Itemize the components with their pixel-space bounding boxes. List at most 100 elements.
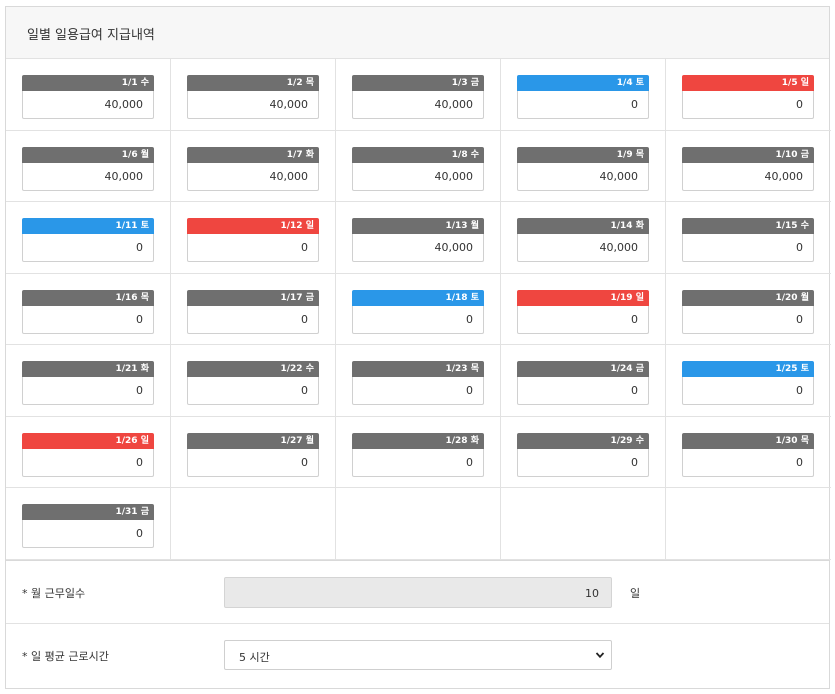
day-label: 1/27 월	[187, 432, 319, 449]
day-amount-input[interactable]	[22, 162, 154, 191]
avg-hours-label: * 일 평균 근로시간	[22, 649, 109, 663]
day-label: 1/17 금	[187, 289, 319, 306]
day-cell: 1/5 일	[666, 59, 831, 131]
day-label: 1/21 화	[22, 361, 154, 377]
day-label: 1/31 금	[22, 504, 154, 520]
day-label: 1/10 금	[682, 146, 814, 163]
day-label: 1/29 수	[517, 432, 649, 449]
day-amount-input[interactable]	[682, 448, 814, 477]
day-label: 1/11 토	[22, 218, 154, 234]
day-cell: 1/1 수	[6, 59, 171, 131]
day-amount-input[interactable]	[22, 377, 154, 405]
day-amount-input[interactable]	[517, 448, 649, 477]
day-amount-input[interactable]	[517, 305, 649, 334]
work-days-field: 10	[224, 576, 612, 608]
day-cell: 1/28 화	[336, 416, 501, 488]
day-label: 1/15 수	[682, 218, 814, 234]
day-amount-input[interactable]	[22, 448, 154, 477]
day-label: 1/6 월	[22, 146, 154, 163]
day-cell: 1/3 금	[336, 59, 501, 131]
day-label: 1/30 목	[682, 432, 814, 449]
day-cell: 1/30 목	[666, 417, 831, 488]
day-label: 1/5 일	[682, 75, 814, 91]
day-label: 1/1 수	[22, 75, 154, 91]
day-cell: 1/7 화	[171, 130, 336, 202]
day-cell: 1/16 목	[6, 273, 171, 345]
day-amount-input[interactable]	[22, 520, 154, 548]
day-label: 1/16 목	[22, 289, 154, 306]
day-cell: 1/31 금	[6, 488, 171, 560]
avg-hours-select[interactable]: 5 시간	[224, 639, 612, 670]
day-amount-input[interactable]	[352, 234, 484, 262]
empty-cell	[171, 488, 336, 560]
chevron-down-icon	[595, 651, 605, 658]
day-amount-input[interactable]	[352, 305, 484, 334]
day-amount-input[interactable]	[352, 377, 484, 405]
day-amount-input[interactable]	[187, 162, 319, 191]
day-amount-input[interactable]	[517, 91, 649, 119]
work-days-label: * 월 근무일수	[22, 586, 86, 600]
day-cell: 1/8 수	[336, 130, 501, 202]
day-cell: 1/13 월	[336, 202, 501, 274]
day-cell: 1/26 일	[6, 416, 171, 488]
empty-cell	[501, 488, 666, 560]
empty-cell	[666, 488, 831, 560]
day-amount-input[interactable]	[187, 234, 319, 262]
day-cell: 1/11 토	[6, 202, 171, 274]
empty-cell	[336, 488, 501, 560]
day-amount-input[interactable]	[187, 377, 319, 405]
day-amount-input[interactable]	[517, 234, 649, 262]
day-amount-input[interactable]	[352, 448, 484, 477]
day-label: 1/2 목	[187, 75, 319, 91]
day-cell: 1/9 목	[501, 130, 666, 202]
day-label: 1/26 일	[22, 432, 154, 449]
work-days-row: * 월 근무일수 10 일	[6, 561, 829, 624]
day-amount-input[interactable]	[22, 234, 154, 262]
day-cell: 1/2 목	[171, 59, 336, 131]
day-label: 1/19 일	[517, 289, 649, 306]
day-amount-input[interactable]	[682, 162, 814, 191]
day-label: 1/12 일	[187, 218, 319, 234]
day-amount-input[interactable]	[22, 91, 154, 119]
day-cell: 1/23 목	[336, 345, 501, 417]
day-label: 1/7 화	[187, 146, 319, 163]
day-amount-input[interactable]	[187, 305, 319, 334]
day-label: 1/23 목	[352, 361, 484, 377]
day-cell: 1/10 금	[666, 131, 831, 202]
day-label: 1/9 목	[517, 146, 649, 163]
day-amount-input[interactable]	[352, 91, 484, 119]
day-amount-input[interactable]	[22, 305, 154, 334]
day-cell: 1/12 일	[171, 202, 336, 274]
avg-hours-row: * 일 평균 근로시간 5 시간	[6, 624, 829, 688]
day-label: 1/20 월	[682, 289, 814, 306]
day-cell: 1/29 수	[501, 416, 666, 488]
day-label: 1/13 월	[352, 218, 484, 234]
day-label: 1/18 토	[352, 289, 484, 306]
day-cell: 1/19 일	[501, 273, 666, 345]
day-cell: 1/27 월	[171, 416, 336, 488]
day-cell: 1/21 화	[6, 345, 171, 417]
day-cell: 1/22 수	[171, 345, 336, 417]
work-days-unit: 일	[630, 586, 641, 600]
day-amount-input[interactable]	[682, 234, 814, 262]
day-cell: 1/17 금	[171, 273, 336, 345]
day-label: 1/28 화	[352, 432, 484, 449]
day-amount-input[interactable]	[517, 377, 649, 405]
day-amount-input[interactable]	[682, 305, 814, 334]
day-amount-input[interactable]	[682, 377, 814, 405]
day-cell: 1/4 토	[501, 59, 666, 131]
day-amount-input[interactable]	[517, 162, 649, 191]
day-label: 1/4 토	[517, 75, 649, 91]
day-amount-input[interactable]	[682, 91, 814, 119]
day-label: 1/3 금	[352, 75, 484, 91]
day-amount-input[interactable]	[187, 448, 319, 477]
day-amount-input[interactable]	[352, 162, 484, 191]
day-cell: 1/25 토	[666, 345, 831, 417]
day-amount-input[interactable]	[187, 91, 319, 119]
day-label: 1/24 금	[517, 361, 649, 377]
day-label: 1/25 토	[682, 361, 814, 377]
day-cell: 1/18 토	[336, 273, 501, 345]
day-grid: 1/1 수 1/2 목 1/3 금 1/4 토 1/5 일 1/6 월 1/7 화 1/8 수…	[6, 59, 831, 561]
day-cell: 1/24 금	[501, 345, 666, 417]
day-cell: 1/14 화	[501, 202, 666, 274]
